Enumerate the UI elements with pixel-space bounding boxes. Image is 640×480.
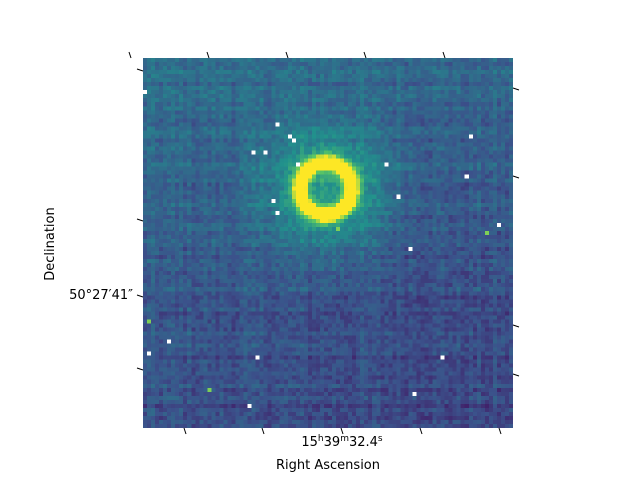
y-tick-left-2 [136,294,144,298]
x-ticks-top [128,51,446,59]
x-tick-top-0 [128,51,132,59]
y-tick-left-3 [136,367,144,371]
y-tick-right-1 [512,175,520,179]
y-ticks-right [512,87,520,377]
y-tick-right-3 [512,373,520,377]
heatmap-image [143,58,513,428]
x-tick-top-2 [285,51,289,59]
y-tick-left-0 [136,68,144,72]
y-tick-left-1 [136,218,144,222]
x-tick-bottom-2 [340,427,344,435]
plot-area [143,58,513,428]
y-tick-right-0 [512,87,520,91]
x-tick-bottom-4 [498,427,502,435]
x-tick-label-ra: 15h39m32.4s [301,434,383,450]
x-tick-top-3 [363,51,367,59]
y-axis-title: Declination [43,207,58,281]
x-tick-top-1 [206,51,210,59]
y-tick-label-dec: 50°27′41″ [69,288,133,303]
x-tick-bottom-0 [183,427,187,435]
x-axis-title: Right Ascension [276,458,380,473]
x-tick-top-4 [442,51,446,59]
x-ticks-bottom [183,427,502,435]
x-tick-bottom-3 [419,427,423,435]
y-ticks-left [136,68,144,371]
x-tick-bottom-1 [261,427,265,435]
y-tick-right-2 [512,324,520,328]
